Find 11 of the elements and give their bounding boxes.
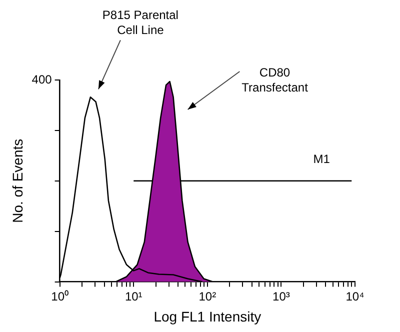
x-tick-label: 10² (198, 289, 216, 304)
y-axis-title: No. of Events (9, 138, 26, 223)
text: CD80 Transfectant (242, 66, 309, 95)
x-axis-title: Log FL1 Intensity (154, 308, 262, 324)
text: P815 Parental Cell Line (102, 8, 178, 38)
x-tick-label: 10¹ (124, 289, 142, 304)
series-label: M1 (313, 152, 330, 166)
y-tick-label: 400 (32, 72, 52, 86)
x-tick-label: 10⁰ (51, 289, 68, 304)
x-tick-label: 10⁴ (346, 289, 364, 304)
x-tick-label: 10³ (272, 289, 290, 304)
